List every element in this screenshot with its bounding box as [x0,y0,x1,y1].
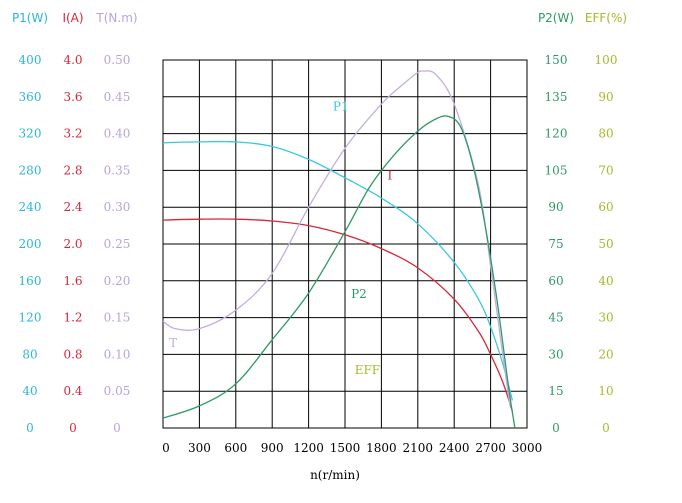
tick-label-eff: 100 [595,53,618,67]
tick-label-t: 0.50 [104,53,131,67]
tick-label-p2: 90 [548,200,563,214]
tick-label-eff: 90 [598,90,613,104]
tick-label-p2: 105 [545,163,568,177]
axis-header-p1: P1(W) [12,11,48,25]
tick-label-t: 0.40 [104,127,131,141]
series-line-t [162,70,511,406]
chart-axes: P1(W)40036032028024020016012080400I(A)4.… [12,11,627,482]
tick-label-eff: 30 [598,311,613,325]
tick-label-eff: 10 [598,384,613,398]
tick-label-t: 0.10 [104,347,131,361]
tick-label-t: 0 [113,421,121,435]
x-tick-label: 2100 [403,441,434,455]
tick-label-eff: 80 [598,127,613,141]
tick-label-p2: 15 [548,384,563,398]
tick-label-p1: 280 [19,163,42,177]
curve-label-eff: EFF [355,363,380,377]
curve-label-i: I [387,169,392,183]
tick-label-p1: 320 [19,127,42,141]
tick-label-t: 0.20 [104,274,131,288]
tick-label-i: 2.0 [63,237,82,251]
x-tick-label: 2700 [475,441,506,455]
tick-label-p2: 120 [545,127,568,141]
tick-label-i: 2.8 [63,163,82,177]
x-tick-label: 0 [162,441,170,455]
tick-label-p2: 135 [545,90,568,104]
tick-label-i: 4.0 [63,53,82,67]
tick-label-i: 1.6 [63,274,82,288]
tick-label-p1: 0 [26,421,34,435]
tick-label-t: 0.45 [104,90,131,104]
tick-label-p1: 160 [19,274,42,288]
curve-label-p2: P2 [351,287,367,301]
tick-label-i: 0.8 [63,347,82,361]
tick-label-i: 0.4 [63,384,82,398]
tick-label-t: 0.15 [104,311,131,325]
tick-label-t: 0.30 [104,200,131,214]
x-tick-label: 900 [261,441,284,455]
x-tick-label: 2400 [439,441,470,455]
tick-label-eff: 50 [598,237,613,251]
series-line-p1 [162,140,514,401]
x-tick-label: 1500 [330,441,361,455]
tick-label-p1: 400 [19,53,42,67]
tick-label-t: 0.35 [104,163,131,177]
tick-label-eff: 20 [598,347,613,361]
tick-label-p2: 60 [548,274,563,288]
axis-header-i: I(A) [62,11,83,25]
tick-label-p1: 360 [19,90,42,104]
series-line-p2 [162,115,516,429]
tick-label-eff: 40 [598,274,613,288]
series-line-i [162,218,514,412]
tick-label-eff: 70 [598,163,613,177]
x-tick-label: 600 [224,441,247,455]
tick-label-p2: 0 [552,421,560,435]
tick-label-p1: 200 [19,237,42,251]
tick-label-eff: 60 [598,200,613,214]
chart-grid [162,59,528,429]
tick-label-p1: 80 [22,347,37,361]
x-tick-label: 3000 [512,441,543,455]
tick-label-i: 3.6 [63,90,82,104]
tick-label-p1: 120 [19,311,42,325]
tick-label-i: 3.2 [63,127,82,141]
tick-label-p1: 240 [19,200,42,214]
tick-label-p2: 45 [548,311,563,325]
x-tick-label: 1800 [366,441,397,455]
tick-label-p2: 150 [545,53,568,67]
tick-label-p2: 75 [548,237,563,251]
tick-label-i: 0 [69,421,77,435]
tick-label-p2: 30 [548,347,563,361]
tick-label-p1: 40 [22,384,37,398]
tick-label-eff: 0 [602,421,610,435]
curve-label-t: T [169,336,177,350]
x-tick-label: 1200 [293,441,324,455]
tick-label-t: 0.25 [104,237,131,251]
tick-label-t: 0.05 [104,384,131,398]
chart-series [162,70,516,429]
tick-label-i: 2.4 [63,200,82,214]
curve-label-p1: P1 [333,100,349,114]
tick-label-i: 1.2 [63,311,82,325]
axis-header-p2: P2(W) [538,11,574,25]
chart-annotations: P1 I T P2 EFF [169,100,392,377]
axis-header-eff: EFF(%) [585,11,627,25]
x-tick-label: 300 [188,441,211,455]
x-axis-label: n(r/min) [310,468,360,482]
axis-header-t: T(N.m) [95,11,137,25]
